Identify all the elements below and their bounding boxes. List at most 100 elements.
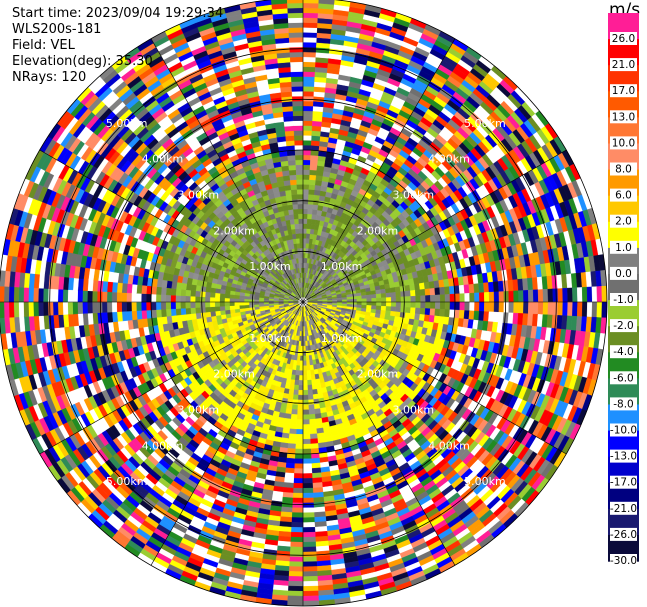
velocity-bin <box>380 305 387 311</box>
velocity-bin <box>308 194 315 200</box>
velocity-bin <box>302 238 307 244</box>
velocity-bin <box>311 467 322 474</box>
velocity-bin <box>288 571 304 577</box>
velocity-bin <box>304 340 308 347</box>
velocity-bin <box>298 370 304 376</box>
velocity-bin <box>567 287 573 303</box>
velocity-bin <box>488 301 495 313</box>
velocity-bin <box>302 438 311 445</box>
velocity-bin <box>306 370 311 376</box>
velocity-bin <box>299 365 304 371</box>
velocity-bin <box>586 301 593 318</box>
velocity-bin <box>296 419 304 425</box>
velocity-bin <box>292 497 304 504</box>
velocity-bin <box>305 355 310 362</box>
velocity-bin <box>287 438 297 445</box>
velocity-bin <box>513 301 519 314</box>
velocity-bin <box>302 139 312 146</box>
velocity-bin <box>410 289 416 297</box>
velocity-bin <box>468 310 475 321</box>
velocity-bin <box>449 301 456 311</box>
velocity-bin <box>493 301 500 313</box>
velocity-bin <box>302 409 310 416</box>
velocity-bin <box>291 502 304 509</box>
velocity-bin <box>479 301 485 312</box>
velocity-bin <box>302 580 319 587</box>
velocity-bin <box>385 297 392 303</box>
velocity-bin <box>547 301 554 316</box>
velocity-bin <box>302 473 313 479</box>
velocity-bin <box>295 433 304 440</box>
velocity-bin <box>410 301 417 309</box>
velocity-bin <box>302 536 316 543</box>
velocity-bin <box>302 86 315 92</box>
velocity-bin <box>310 457 321 464</box>
velocity-bin <box>400 306 407 314</box>
velocity-bin <box>557 288 564 303</box>
velocity-bin <box>302 590 319 597</box>
velocity-bin <box>537 289 544 303</box>
velocity-bin <box>287 580 304 587</box>
velocity-bin <box>381 301 387 307</box>
velocity-bin <box>302 561 318 568</box>
velocity-bin <box>302 41 317 48</box>
velocity-bin <box>294 374 300 381</box>
velocity-bin <box>400 296 407 303</box>
velocity-bin <box>395 291 402 298</box>
velocity-bin <box>302 188 310 195</box>
velocity-bin <box>414 307 421 315</box>
velocity-bin <box>302 458 312 465</box>
velocity-bin <box>361 298 367 303</box>
velocity-bin <box>302 110 314 117</box>
velocity-bin <box>302 120 313 126</box>
velocity-bin <box>567 301 573 317</box>
velocity-bin <box>376 297 382 303</box>
velocity-bin <box>299 360 304 366</box>
velocity-bin <box>306 379 312 386</box>
velocity-bin <box>356 301 362 306</box>
velocity-bin <box>289 541 304 548</box>
velocity-bin <box>302 512 315 518</box>
velocity-bin <box>474 292 480 303</box>
velocity-bin <box>288 566 304 572</box>
velocity-bin <box>297 399 304 406</box>
velocity-bin <box>295 443 304 450</box>
velocity-bin <box>302 0 320 4</box>
velocity-bin <box>302 208 309 215</box>
velocity-bin <box>296 424 304 430</box>
velocity-bin <box>537 301 544 315</box>
velocity-bin <box>479 292 485 303</box>
velocity-bin <box>302 149 312 156</box>
velocity-bin <box>459 301 466 311</box>
velocity-bin <box>284 467 295 474</box>
velocity-bin <box>601 285 608 303</box>
velocity-bin <box>290 526 304 533</box>
velocity-bin <box>394 311 401 318</box>
velocity-bin <box>415 295 421 303</box>
velocity-bin <box>596 286 603 303</box>
velocity-bin <box>302 448 312 455</box>
velocity-bin <box>302 223 308 229</box>
velocity-bin <box>410 295 417 303</box>
velocity-bin <box>302 90 315 97</box>
velocity-bin <box>309 438 319 445</box>
velocity-bin <box>376 301 382 307</box>
velocity-bin <box>307 203 314 210</box>
velocity-bin <box>307 389 313 396</box>
velocity-bin <box>290 409 298 415</box>
velocity-bin <box>288 575 304 582</box>
velocity-bin <box>302 556 317 563</box>
velocity-bin <box>395 301 402 308</box>
velocity-bin <box>302 341 306 347</box>
velocity-bin <box>552 288 559 303</box>
velocity-bin <box>309 369 315 376</box>
velocity-bin <box>310 374 316 381</box>
velocity-bin <box>380 293 387 299</box>
velocity-bin <box>307 399 315 406</box>
velocity-bin <box>302 502 315 509</box>
velocity-bin <box>375 293 382 299</box>
velocity-bin <box>356 295 363 300</box>
velocity-bin <box>302 482 314 489</box>
velocity-bin <box>307 384 313 391</box>
velocity-bin <box>371 297 377 303</box>
